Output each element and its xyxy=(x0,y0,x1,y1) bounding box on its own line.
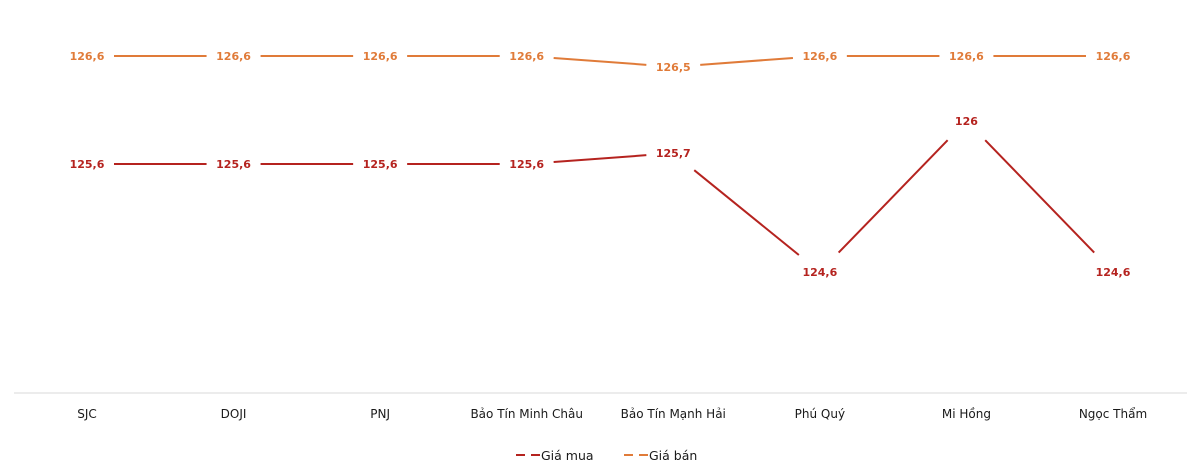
data-label: 126,6 xyxy=(509,50,544,63)
series-gia-ban xyxy=(114,55,1086,66)
line-segment xyxy=(984,139,1095,254)
legend-item-gia-ban[interactable]: Giá bán xyxy=(624,448,697,463)
line-segment xyxy=(700,56,793,66)
data-label: 126,6 xyxy=(802,50,837,63)
legend-label: Giá mua xyxy=(541,448,594,463)
x-category-label: Phú Quý xyxy=(795,407,845,421)
data-label: 125,6 xyxy=(216,158,251,171)
data-label: 126,6 xyxy=(216,50,251,63)
data-label: 124,6 xyxy=(802,266,837,279)
data-label: 126,6 xyxy=(70,50,105,63)
legend-label: Giá bán xyxy=(649,448,697,463)
data-label: 124,6 xyxy=(1096,266,1131,279)
x-category-label: Mi Hồng xyxy=(942,407,991,421)
legend-item-gia-mua[interactable]: Giá mua xyxy=(516,448,594,463)
series-gia-mua xyxy=(114,139,1095,256)
x-axis-categories: SJC DOJI PNJ Bảo Tín Minh Châu Bảo Tín Mạnh … xyxy=(77,407,1147,421)
data-label: 125,6 xyxy=(509,158,544,171)
data-label: 126,6 xyxy=(1096,50,1131,63)
data-labels: 125,6 125,6 125,6 125,6 125,7 124,6 126 124,6 12… xyxy=(70,50,1131,279)
data-label: 126 xyxy=(955,115,978,128)
x-category-label: Bảo Tín Minh Châu xyxy=(470,407,582,421)
x-category-label: PNJ xyxy=(370,407,390,421)
data-label: 126,5 xyxy=(656,61,691,74)
series-layer xyxy=(114,55,1095,256)
x-category-label: Ngọc Thẩm xyxy=(1079,407,1147,421)
data-label: 126,6 xyxy=(949,50,984,63)
data-label: 125,7 xyxy=(656,147,691,160)
x-category-label: SJC xyxy=(77,407,97,421)
legend: Giá mua Giá bán xyxy=(516,448,697,463)
data-label: 125,6 xyxy=(70,158,105,171)
line-segment xyxy=(693,169,800,256)
x-category-label: DOJI xyxy=(221,407,247,421)
data-label: 125,6 xyxy=(363,158,398,171)
data-label: 126,6 xyxy=(363,50,398,63)
line-segment xyxy=(837,139,949,254)
line-segment xyxy=(553,56,647,66)
x-category-label: Bảo Tín Mạnh Hải xyxy=(621,407,726,421)
line-segment xyxy=(553,154,647,164)
